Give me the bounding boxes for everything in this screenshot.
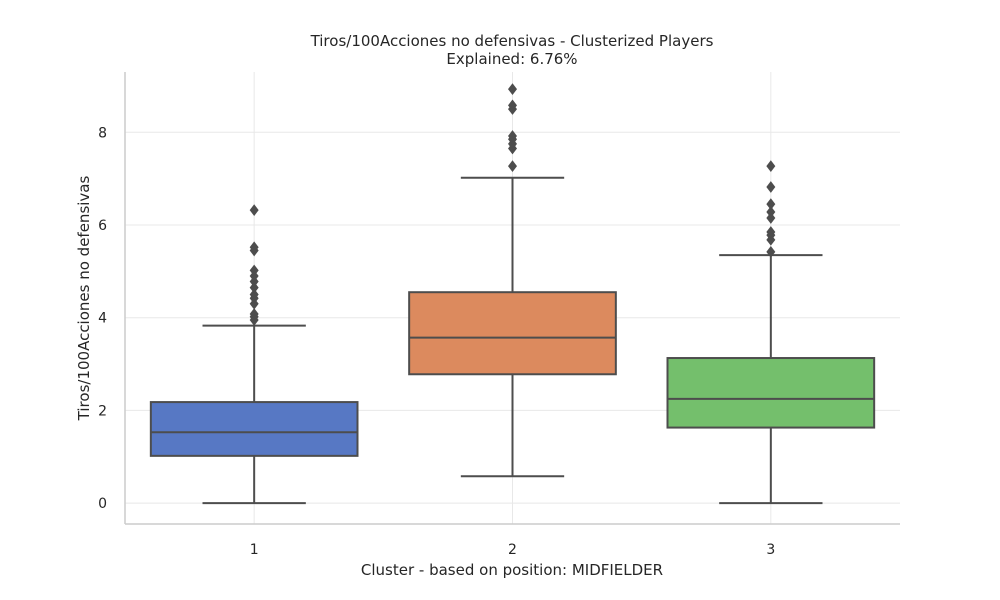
- outlier-point: [249, 308, 259, 320]
- iqr-box: [149, 401, 359, 457]
- iqr-box: [666, 357, 876, 429]
- x-tick-label: 2: [508, 542, 517, 558]
- y-tick-label: 8: [98, 125, 107, 141]
- outlier-point: [249, 204, 259, 216]
- outlier-point: [508, 130, 517, 142]
- x-tick-label: 3: [766, 542, 775, 558]
- x-tick-label: 1: [250, 542, 259, 558]
- y-tick-label: 6: [98, 218, 107, 234]
- outlier-point: [766, 206, 776, 218]
- iqr-box: [408, 291, 617, 376]
- box-cluster-3: [666, 160, 876, 505]
- outlier-point: [508, 83, 517, 96]
- chart-title: Tiros/100Acciones no defensivas - Cluste…: [310, 32, 714, 50]
- y-ticks: 0 2 4 6 8: [98, 125, 107, 512]
- outlier-point: [766, 198, 776, 210]
- y-tick-label: 0: [98, 496, 107, 512]
- chart-subtitle: Explained: 6.76%: [446, 50, 577, 68]
- boxes-group: [149, 83, 876, 505]
- box-cluster-1: [149, 204, 359, 505]
- x-ticks: 1 2 3: [250, 542, 776, 558]
- outlier-point: [249, 288, 259, 301]
- outlier-point: [766, 226, 776, 238]
- x-axis-label: Cluster - based on position: MIDFIELDER: [361, 561, 663, 579]
- outlier-point: [766, 160, 776, 172]
- box-cluster-2: [408, 83, 617, 478]
- outlier-point: [249, 264, 259, 277]
- outlier-point: [766, 181, 776, 193]
- outlier-point: [508, 99, 517, 112]
- outlier-point: [249, 241, 259, 254]
- y-tick-label: 2: [98, 403, 107, 419]
- axes: [124, 72, 900, 525]
- outlier-point: [766, 212, 776, 224]
- outlier-point: [249, 281, 259, 294]
- outlier-point: [766, 246, 776, 258]
- y-axis-label: Tiros/100Acciones no defensivas: [75, 176, 93, 422]
- outlier-point: [508, 160, 517, 172]
- y-tick-label: 4: [98, 311, 107, 327]
